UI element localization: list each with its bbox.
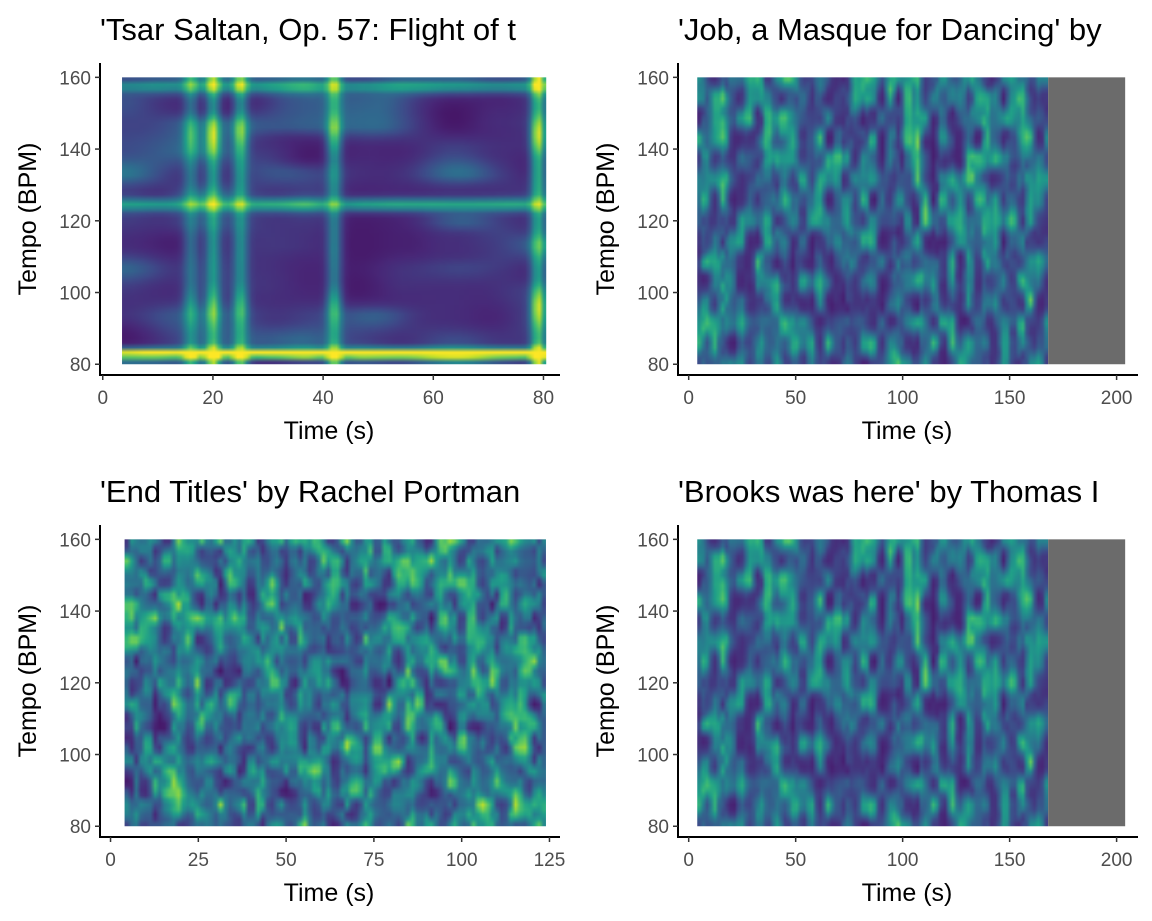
y-tick-label: 100 bbox=[637, 746, 669, 767]
x-tick-label: 50 bbox=[785, 388, 806, 409]
x-tick-label: 50 bbox=[785, 850, 806, 871]
x-tick-label: 0 bbox=[683, 388, 694, 409]
heatmap-cells bbox=[697, 77, 1049, 365]
x-tick-label: 100 bbox=[887, 850, 919, 871]
y-tick-label: 160 bbox=[637, 68, 669, 89]
y-tick-label: 140 bbox=[59, 140, 91, 161]
x-tick-label: 200 bbox=[1101, 388, 1133, 409]
padding-region bbox=[1048, 539, 1126, 827]
x-tick-label: 25 bbox=[188, 850, 209, 871]
y-tick-label: 80 bbox=[70, 817, 91, 838]
y-tick-label: 160 bbox=[59, 530, 91, 551]
x-tick-label: 125 bbox=[534, 850, 566, 871]
y-axis-title: Tempo (BPM) bbox=[592, 143, 620, 296]
x-tick-label: 0 bbox=[105, 850, 116, 871]
x-tick-label: 0 bbox=[683, 850, 694, 871]
y-tick-label: 140 bbox=[637, 140, 669, 161]
x-tick-label: 40 bbox=[313, 388, 334, 409]
x-tick-label: 20 bbox=[202, 388, 223, 409]
x-tick-label: 50 bbox=[276, 850, 297, 871]
x-tick-label: 60 bbox=[423, 388, 444, 409]
heatmap-cells bbox=[124, 539, 546, 827]
chart-title: 'Tsar Saltan, Op. 57: Flight of t bbox=[100, 12, 516, 47]
x-tick-label: 100 bbox=[887, 388, 919, 409]
x-tick-label: 200 bbox=[1101, 850, 1133, 871]
x-axis-title: Time (s) bbox=[862, 879, 953, 907]
y-tick-label: 80 bbox=[648, 817, 669, 838]
y-axis-title: Tempo (BPM) bbox=[592, 605, 620, 758]
heatmap-cells bbox=[122, 77, 547, 365]
y-tick-label: 160 bbox=[637, 530, 669, 551]
x-tick-label: 150 bbox=[994, 850, 1026, 871]
y-tick-label: 100 bbox=[59, 284, 91, 305]
x-tick-label: 75 bbox=[363, 850, 384, 871]
y-tick-label: 80 bbox=[70, 355, 91, 376]
padding-region bbox=[1048, 77, 1126, 365]
y-tick-label: 120 bbox=[637, 674, 669, 695]
y-tick-label: 80 bbox=[648, 355, 669, 376]
y-axis-title: Tempo (BPM) bbox=[14, 143, 42, 296]
x-tick-label: 0 bbox=[97, 388, 108, 409]
y-tick-label: 140 bbox=[59, 602, 91, 623]
y-axis-title: Tempo (BPM) bbox=[14, 605, 42, 758]
x-tick-label: 100 bbox=[446, 850, 478, 871]
y-tick-label: 120 bbox=[637, 212, 669, 233]
x-axis-title: Time (s) bbox=[284, 417, 375, 445]
x-axis-title: Time (s) bbox=[862, 417, 953, 445]
chart-title: 'Job, a Masque for Dancing' by bbox=[678, 12, 1102, 47]
x-tick-label: 80 bbox=[533, 388, 554, 409]
x-tick-label: 150 bbox=[994, 388, 1026, 409]
y-tick-label: 100 bbox=[59, 746, 91, 767]
y-tick-label: 120 bbox=[59, 674, 91, 695]
chart-title: 'End Titles' by Rachel Portman bbox=[100, 474, 520, 509]
chart-title: 'Brooks was here' by Thomas I bbox=[678, 474, 1099, 509]
y-tick-label: 100 bbox=[637, 284, 669, 305]
y-tick-label: 120 bbox=[59, 212, 91, 233]
x-axis-title: Time (s) bbox=[284, 879, 375, 907]
y-tick-label: 160 bbox=[59, 68, 91, 89]
heatmap-cells bbox=[697, 539, 1049, 827]
y-tick-label: 140 bbox=[637, 602, 669, 623]
